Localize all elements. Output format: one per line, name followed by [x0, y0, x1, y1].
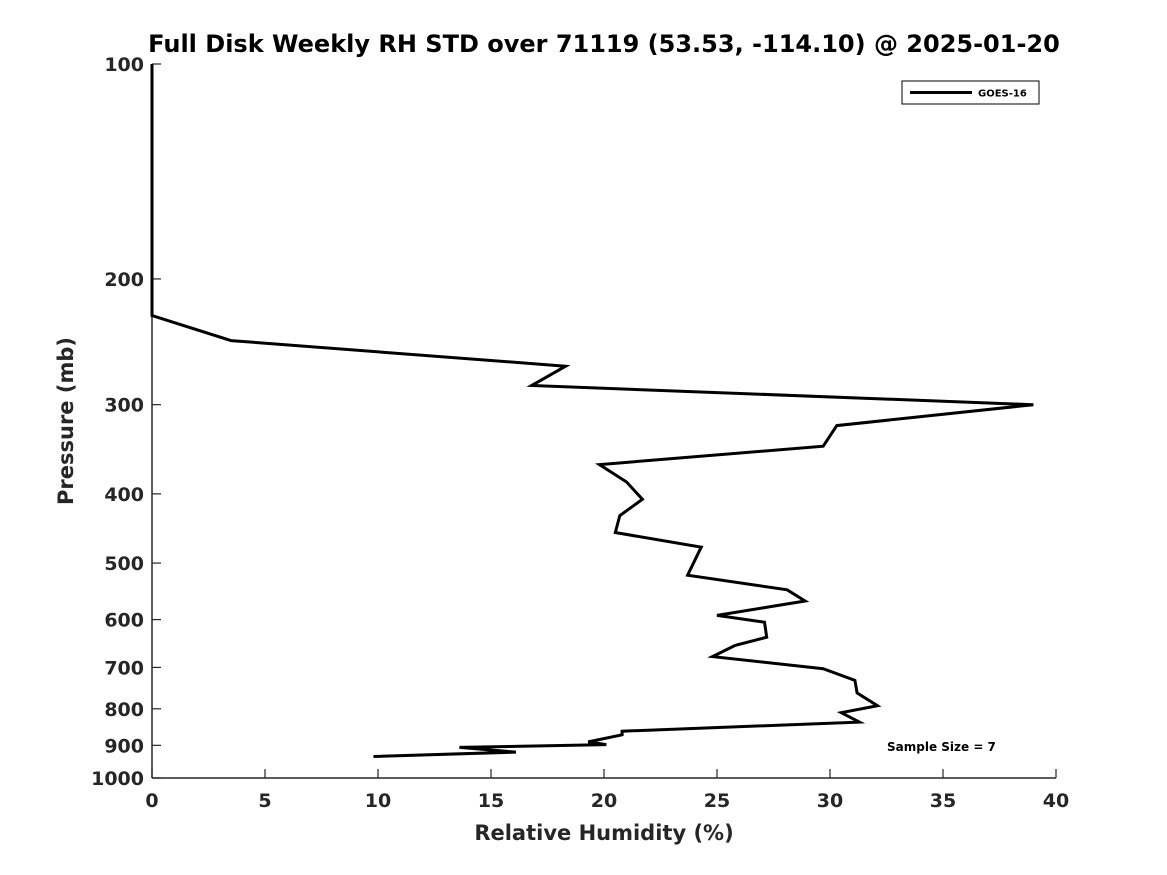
axes: [151, 64, 1056, 779]
y-axis-label: Pressure (mb): [54, 337, 78, 505]
y-tick-label: 300: [104, 395, 144, 417]
x-tick-label: 20: [591, 790, 617, 812]
legend-label-goes16: GOES-16: [978, 89, 1027, 100]
legend: GOES-16: [901, 80, 1040, 105]
x-tick-label: 0: [145, 790, 158, 812]
y-axis-ticks: 100 200 300 400 500 600 700 800 900 1000: [91, 54, 161, 790]
x-tick-label: 10: [365, 790, 391, 812]
y-tick-label: 500: [104, 553, 144, 575]
x-tick-label: 40: [1043, 790, 1069, 812]
x-tick-label: 15: [478, 790, 504, 812]
y-tick-label: 700: [104, 657, 144, 679]
y-tick-label: 900: [104, 735, 144, 757]
y-tick-label: 600: [104, 610, 144, 632]
x-tick-label: 35: [930, 790, 956, 812]
chart-title: Full Disk Weekly RH STD over 71119 (53.5…: [148, 30, 1060, 58]
x-tick-label: 30: [817, 790, 843, 812]
sample-size-annotation: Sample Size = 7: [887, 740, 996, 754]
y-tick-label: 400: [104, 484, 144, 506]
x-tick-label: 25: [704, 790, 730, 812]
y-tick-label: 1000: [91, 768, 144, 790]
series-line-goes-16: [150, 64, 1034, 758]
x-axis-ticks: 0 5 10 15 20 25 30 35 40: [145, 769, 1069, 812]
y-tick-label: 200: [104, 269, 144, 291]
x-axis-label: Relative Humidity (%): [474, 821, 733, 845]
y-tick-label: 800: [104, 699, 144, 721]
y-tick-label: 100: [104, 54, 144, 76]
series-group: [150, 64, 1034, 758]
x-tick-label: 5: [258, 790, 271, 812]
